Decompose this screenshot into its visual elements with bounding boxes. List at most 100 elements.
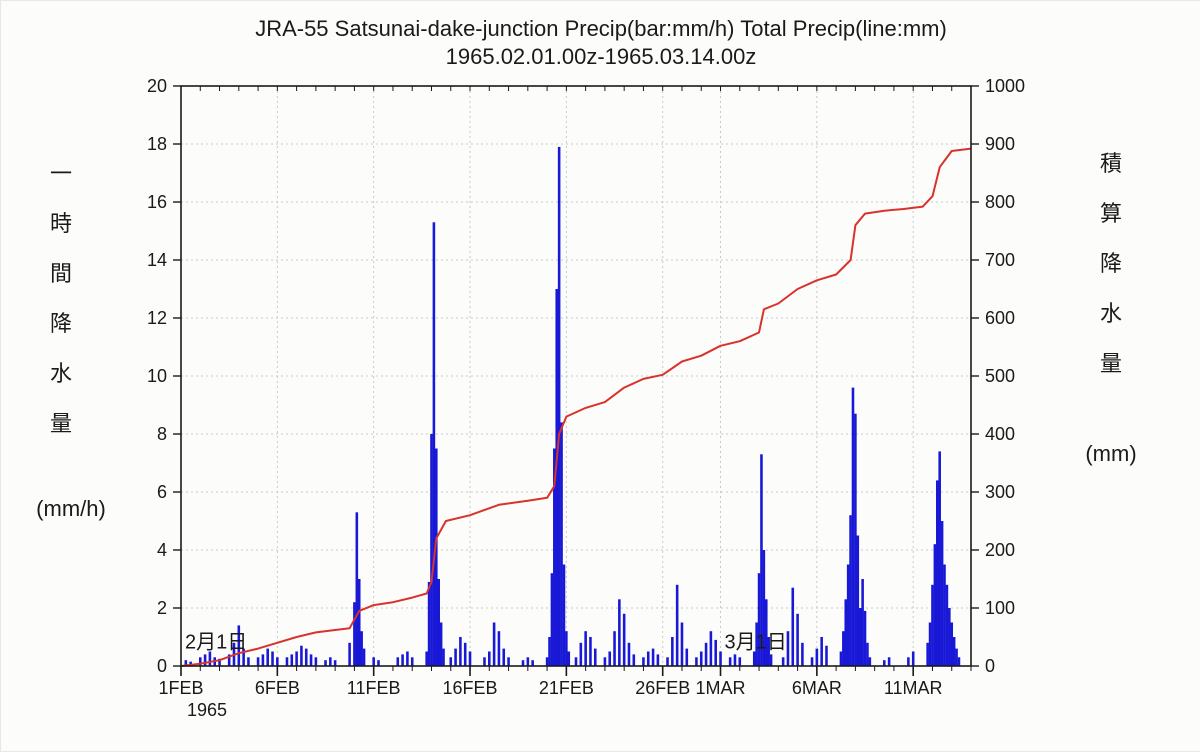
- precip-bar: [558, 147, 561, 666]
- precip-bar: [406, 652, 409, 667]
- precip-bar: [295, 652, 298, 667]
- precip-bar: [738, 657, 741, 666]
- precip-bar: [714, 640, 717, 666]
- precip-bar: [820, 637, 823, 666]
- precip-bar: [623, 614, 626, 666]
- ytick-right-label: 300: [985, 482, 1015, 502]
- precip-bar: [791, 588, 794, 666]
- precip-bar: [531, 660, 534, 666]
- date-annotation: 3月1日: [725, 632, 787, 654]
- precip-bar: [435, 449, 438, 667]
- precip-bar: [787, 631, 790, 666]
- precip-bar: [700, 652, 703, 667]
- precip-bar: [209, 652, 212, 667]
- precip-bar: [563, 565, 566, 667]
- precip-bar: [372, 657, 375, 666]
- yleft-label-char: 間: [50, 261, 72, 286]
- precip-bar: [360, 631, 363, 666]
- precip-bar: [958, 657, 961, 666]
- precip-bar: [310, 654, 313, 666]
- xtick-label: 6MAR: [792, 678, 842, 698]
- precip-bar: [363, 649, 366, 666]
- ytick-right-label: 1000: [985, 76, 1025, 96]
- precip-bar: [861, 579, 864, 666]
- precip-bar: [257, 657, 260, 666]
- precip-bar: [926, 643, 929, 666]
- precip-bar: [869, 657, 872, 666]
- precip-bar: [946, 585, 949, 666]
- yleft-label-char: 水: [50, 361, 72, 386]
- ytick-right-label: 100: [985, 598, 1015, 618]
- precip-bar: [854, 414, 857, 666]
- yright-label-char: 積: [1100, 151, 1122, 176]
- precip-bar: [548, 637, 551, 666]
- precip-bar: [719, 652, 722, 667]
- yleft-label-char: 降: [50, 311, 72, 336]
- precip-bar: [864, 611, 867, 666]
- precip-bar: [695, 657, 698, 666]
- precip-bar: [589, 637, 592, 666]
- precip-bar: [883, 660, 886, 666]
- precip-bar: [753, 652, 756, 667]
- precip-bar: [493, 623, 496, 667]
- precip-bar: [729, 657, 732, 666]
- precip-bar: [546, 657, 549, 666]
- yleft-label-char: 量: [50, 411, 72, 436]
- precip-bar: [348, 643, 351, 666]
- ytick-left-label: 10: [147, 366, 167, 386]
- xtick-label: 6FEB: [255, 678, 300, 698]
- yright-label-char: 水: [1100, 301, 1122, 326]
- precip-bar: [604, 657, 607, 666]
- precip-bar: [842, 631, 845, 666]
- precip-bar: [401, 654, 404, 666]
- precip-bar: [469, 652, 472, 667]
- precip-bar: [613, 631, 616, 666]
- precip-bar: [449, 657, 452, 666]
- precip-bar: [483, 657, 486, 666]
- yright-unit: (mm): [1085, 441, 1136, 466]
- precip-bar: [642, 657, 645, 666]
- precip-bar: [671, 637, 674, 666]
- precip-bar: [931, 585, 934, 666]
- yright-label-char: 量: [1100, 351, 1122, 376]
- precip-bar: [305, 649, 308, 666]
- ytick-left-label: 12: [147, 308, 167, 328]
- precip-bar: [262, 654, 265, 666]
- precip-bar: [618, 599, 621, 666]
- xtick-label: 11MAR: [884, 678, 943, 698]
- precip-bar: [594, 649, 597, 666]
- chart-title-line2: 1965.02.01.00z-1965.03.14.00z: [446, 44, 757, 69]
- precip-bar: [934, 544, 937, 666]
- precip-bar: [247, 657, 250, 666]
- precip-bar: [565, 631, 568, 666]
- precip-bar: [358, 579, 361, 666]
- xtick-label: 26FEB: [635, 678, 690, 698]
- precip-bar: [551, 573, 554, 666]
- precip-bar: [428, 582, 431, 666]
- precip-bar: [950, 623, 953, 667]
- precip-bar: [847, 565, 850, 667]
- precip-bar: [396, 657, 399, 666]
- ytick-left-label: 18: [147, 134, 167, 154]
- precip-bar: [825, 646, 828, 666]
- yright-label-char: 降: [1100, 251, 1122, 276]
- xtick-label: 16FEB: [443, 678, 498, 698]
- precip-bar: [324, 660, 327, 666]
- precip-bar: [442, 649, 445, 666]
- chart-title-line1: JRA-55 Satsunai-dake-junction Precip(bar…: [255, 16, 947, 41]
- x-year-label: 1965: [187, 700, 227, 720]
- precip-bar: [844, 599, 847, 666]
- precip-bar: [291, 654, 294, 666]
- precip-bar: [580, 643, 583, 666]
- precip-bar: [411, 657, 414, 666]
- precip-bar: [353, 602, 356, 666]
- precip-bar: [948, 608, 951, 666]
- precip-bar: [437, 579, 440, 666]
- xtick-label: 1FEB: [158, 678, 203, 698]
- precip-bar: [502, 649, 505, 666]
- ytick-left-label: 0: [157, 656, 167, 676]
- ytick-right-label: 0: [985, 656, 995, 676]
- precip-bar: [852, 388, 855, 666]
- precip-bar: [681, 623, 684, 667]
- precip-bar: [912, 652, 915, 667]
